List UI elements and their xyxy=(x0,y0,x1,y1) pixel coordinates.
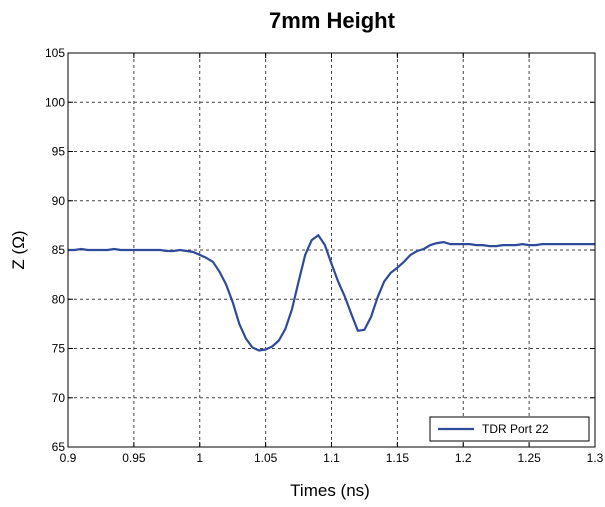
chart-title: 7mm Height xyxy=(269,8,396,33)
y-tick-label: 75 xyxy=(52,342,66,356)
axis-ticks: 0.9 0.95 1 1.05 1.1 1.15 1.2 1.25 1.3 65 70 75 80 85 9… xyxy=(45,46,604,465)
grid xyxy=(68,53,595,447)
series-layer xyxy=(68,234,595,352)
x-tick-label: 1.25 xyxy=(517,451,541,465)
y-tick-label: 90 xyxy=(52,194,66,208)
y-tick-label: 95 xyxy=(52,145,66,159)
x-tick-label: 1.3 xyxy=(587,451,604,465)
y-axis-label: Z (Ω) xyxy=(9,230,28,269)
series-line xyxy=(68,234,595,352)
x-axis-label: Times (ns) xyxy=(290,481,370,500)
x-tick-label: 1.1 xyxy=(323,451,340,465)
y-tick-label: 100 xyxy=(45,95,65,109)
x-tick-label: 1.2 xyxy=(455,451,472,465)
legend-label: TDR Port 22 xyxy=(482,422,549,436)
x-tick-label: 0.95 xyxy=(122,451,146,465)
y-tick-label: 65 xyxy=(52,440,66,454)
legend: TDR Port 22 xyxy=(429,416,590,442)
x-tick-label: 1.05 xyxy=(254,451,278,465)
plot-frame xyxy=(67,52,596,448)
y-tick-label: 85 xyxy=(52,243,66,257)
y-tick-label: 70 xyxy=(52,391,66,405)
x-tick-label: 1 xyxy=(196,451,203,465)
x-tick-label: 0.9 xyxy=(60,451,77,465)
y-tick-label: 80 xyxy=(52,292,66,306)
y-tick-label: 105 xyxy=(45,46,65,60)
x-tick-label: 1.15 xyxy=(386,451,410,465)
